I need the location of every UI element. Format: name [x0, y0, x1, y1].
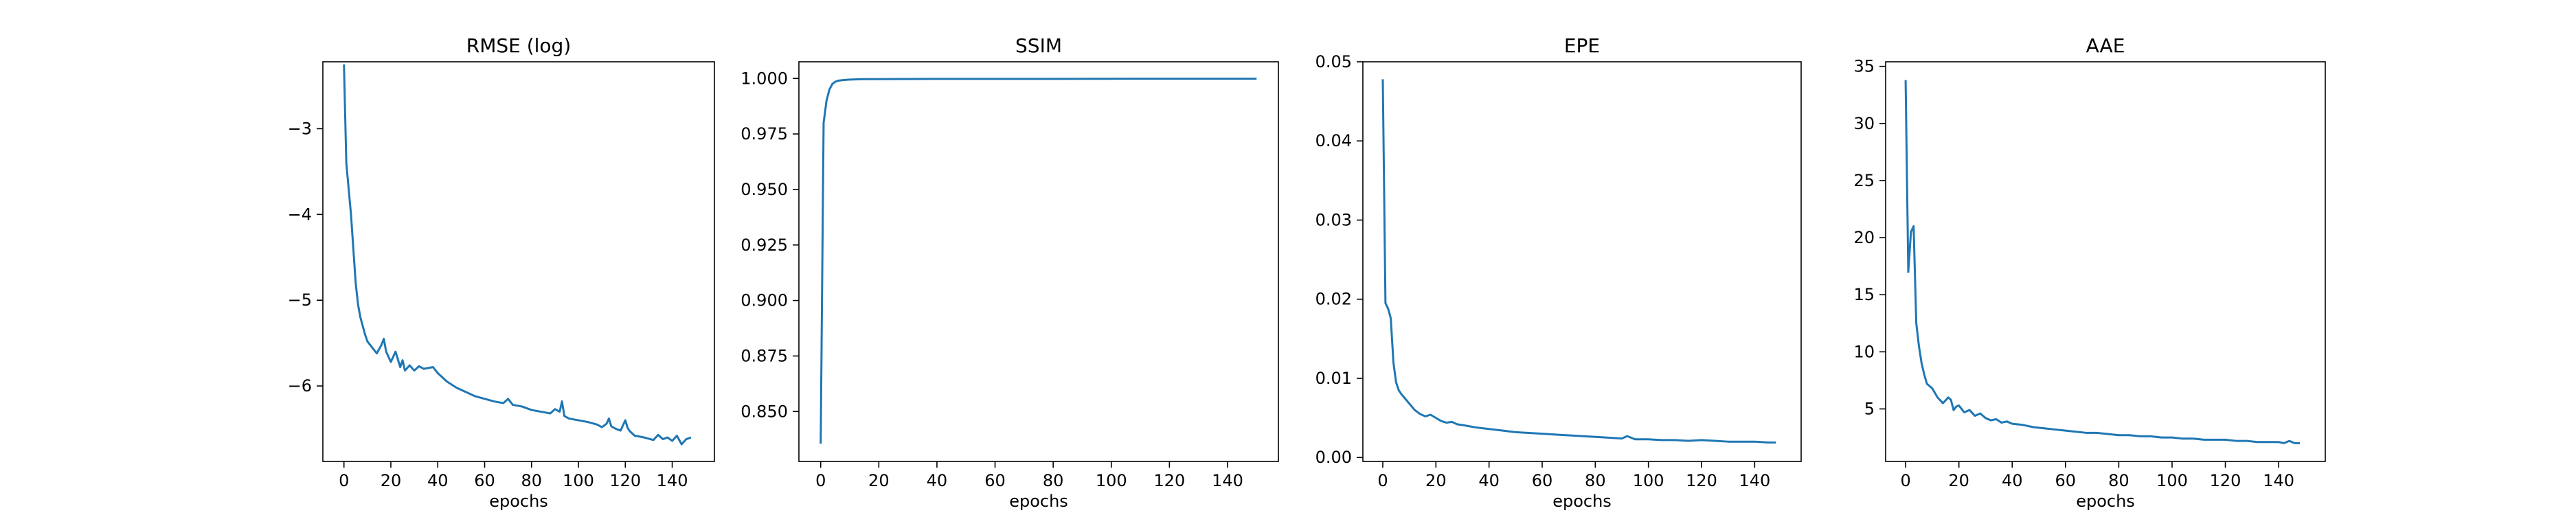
- x-tick-label: 140: [657, 471, 688, 490]
- y-tick-label: 0.00: [1315, 448, 1352, 467]
- chart-panel-2: 0 20 40 60 80 100 120 140 1.000 0.975 0.950 0.925 0.…: [741, 34, 1279, 511]
- series-line-1: [1381, 79, 1776, 444]
- x-tick-label: 0: [815, 471, 826, 490]
- axes-frame: [798, 61, 1279, 462]
- y-tick-label: 1.000: [741, 69, 788, 88]
- x-tick-label: 40: [1478, 471, 1500, 490]
- chart-title: AAE: [2086, 34, 2125, 57]
- chart-panel-1: 0 20 40 60 80 100 120 140 −3 −4 −5 −6 RMSE (log) epoc…: [288, 34, 715, 511]
- x-tick-label: 0: [1900, 471, 1910, 490]
- y-tick-label: −3: [288, 119, 312, 138]
- x-tick-label: 0: [339, 471, 349, 490]
- series-line-1: [343, 64, 692, 446]
- x-tick-label: 80: [2108, 471, 2129, 490]
- y-tick-label: 10: [1853, 342, 1875, 361]
- y-tick-label: 0.05: [1315, 52, 1352, 71]
- series-line-1: [1904, 80, 2301, 444]
- y-tick-label: 30: [1853, 114, 1875, 133]
- x-axis-label: epochs: [2076, 492, 2135, 511]
- x-tick-label: 40: [427, 471, 449, 490]
- x-tick-label: 60: [474, 471, 495, 490]
- x-tick-label: 100: [563, 471, 594, 490]
- x-tick-label: 60: [984, 471, 1006, 490]
- x-tick-label: 140: [1212, 471, 1243, 490]
- y-tick-label: 0.02: [1315, 290, 1352, 309]
- x-tick-label: 20: [1425, 471, 1447, 490]
- x-tick-label: 40: [2002, 471, 2023, 490]
- x-tick-label: 60: [2055, 471, 2077, 490]
- y-tick-label: 0.925: [741, 236, 788, 255]
- x-tick-label: 120: [1686, 471, 1717, 490]
- chart-title: EPE: [1564, 34, 1600, 57]
- chart-title: RMSE (log): [466, 34, 572, 57]
- axes-frame: [1362, 61, 1802, 462]
- y-tick-label: 0.875: [741, 346, 788, 365]
- x-tick-label: 120: [1153, 471, 1185, 490]
- y-tick-label: 0.850: [741, 402, 788, 421]
- x-tick-label: 20: [381, 471, 402, 490]
- y-tick-label: 0.04: [1315, 131, 1352, 150]
- y-tick-label: 35: [1853, 57, 1875, 76]
- x-tick-label: 120: [609, 471, 641, 490]
- chart-title: SSIM: [1015, 34, 1062, 57]
- x-tick-label: 0: [1377, 471, 1388, 490]
- y-tick-label: 0.01: [1315, 369, 1352, 388]
- x-tick-label: 80: [521, 471, 542, 490]
- y-tick-label: 0.03: [1315, 210, 1352, 229]
- x-tick-label: 120: [2210, 471, 2241, 490]
- y-tick-label: 5: [1864, 400, 1875, 419]
- y-tick-label: −6: [288, 376, 312, 396]
- x-tick-label: 80: [1043, 471, 1064, 490]
- series-line-1: [820, 78, 1257, 444]
- x-tick-label: 80: [1585, 471, 1606, 490]
- x-axis-label: epochs: [1009, 492, 1068, 511]
- x-tick-label: 100: [1633, 471, 1664, 490]
- y-tick-label: 0.975: [741, 124, 788, 144]
- y-tick-label: 20: [1853, 228, 1875, 247]
- x-tick-label: 40: [927, 471, 948, 490]
- x-tick-label: 140: [1739, 471, 1770, 490]
- x-axis-label: epochs: [489, 492, 548, 511]
- chart-panel-3: 0 20 40 60 80 100 120 140 0.00 0.01 0.02 0.03 0.04 0.…: [1315, 34, 1802, 511]
- x-tick-label: 20: [1948, 471, 1969, 490]
- axes-frame: [1885, 61, 2326, 462]
- x-tick-label: 100: [1096, 471, 1127, 490]
- x-tick-label: 100: [2156, 471, 2188, 490]
- y-tick-label: −4: [288, 205, 312, 224]
- x-tick-label: 60: [1532, 471, 1553, 490]
- y-tick-label: 0.900: [741, 291, 788, 310]
- axes-frame: [322, 61, 715, 462]
- y-tick-label: 0.950: [741, 180, 788, 199]
- x-tick-label: 20: [868, 471, 890, 490]
- x-tick-label: 140: [2263, 471, 2294, 490]
- y-tick-label: 25: [1853, 171, 1875, 190]
- chart-panel-4: 0 20 40 60 80 100 120 140 5 10 15 20 25 30 35 AAE epochs: [1853, 34, 2326, 511]
- x-axis-label: epochs: [1552, 492, 1612, 511]
- y-tick-label: 15: [1853, 285, 1875, 304]
- y-tick-label: −5: [288, 290, 312, 310]
